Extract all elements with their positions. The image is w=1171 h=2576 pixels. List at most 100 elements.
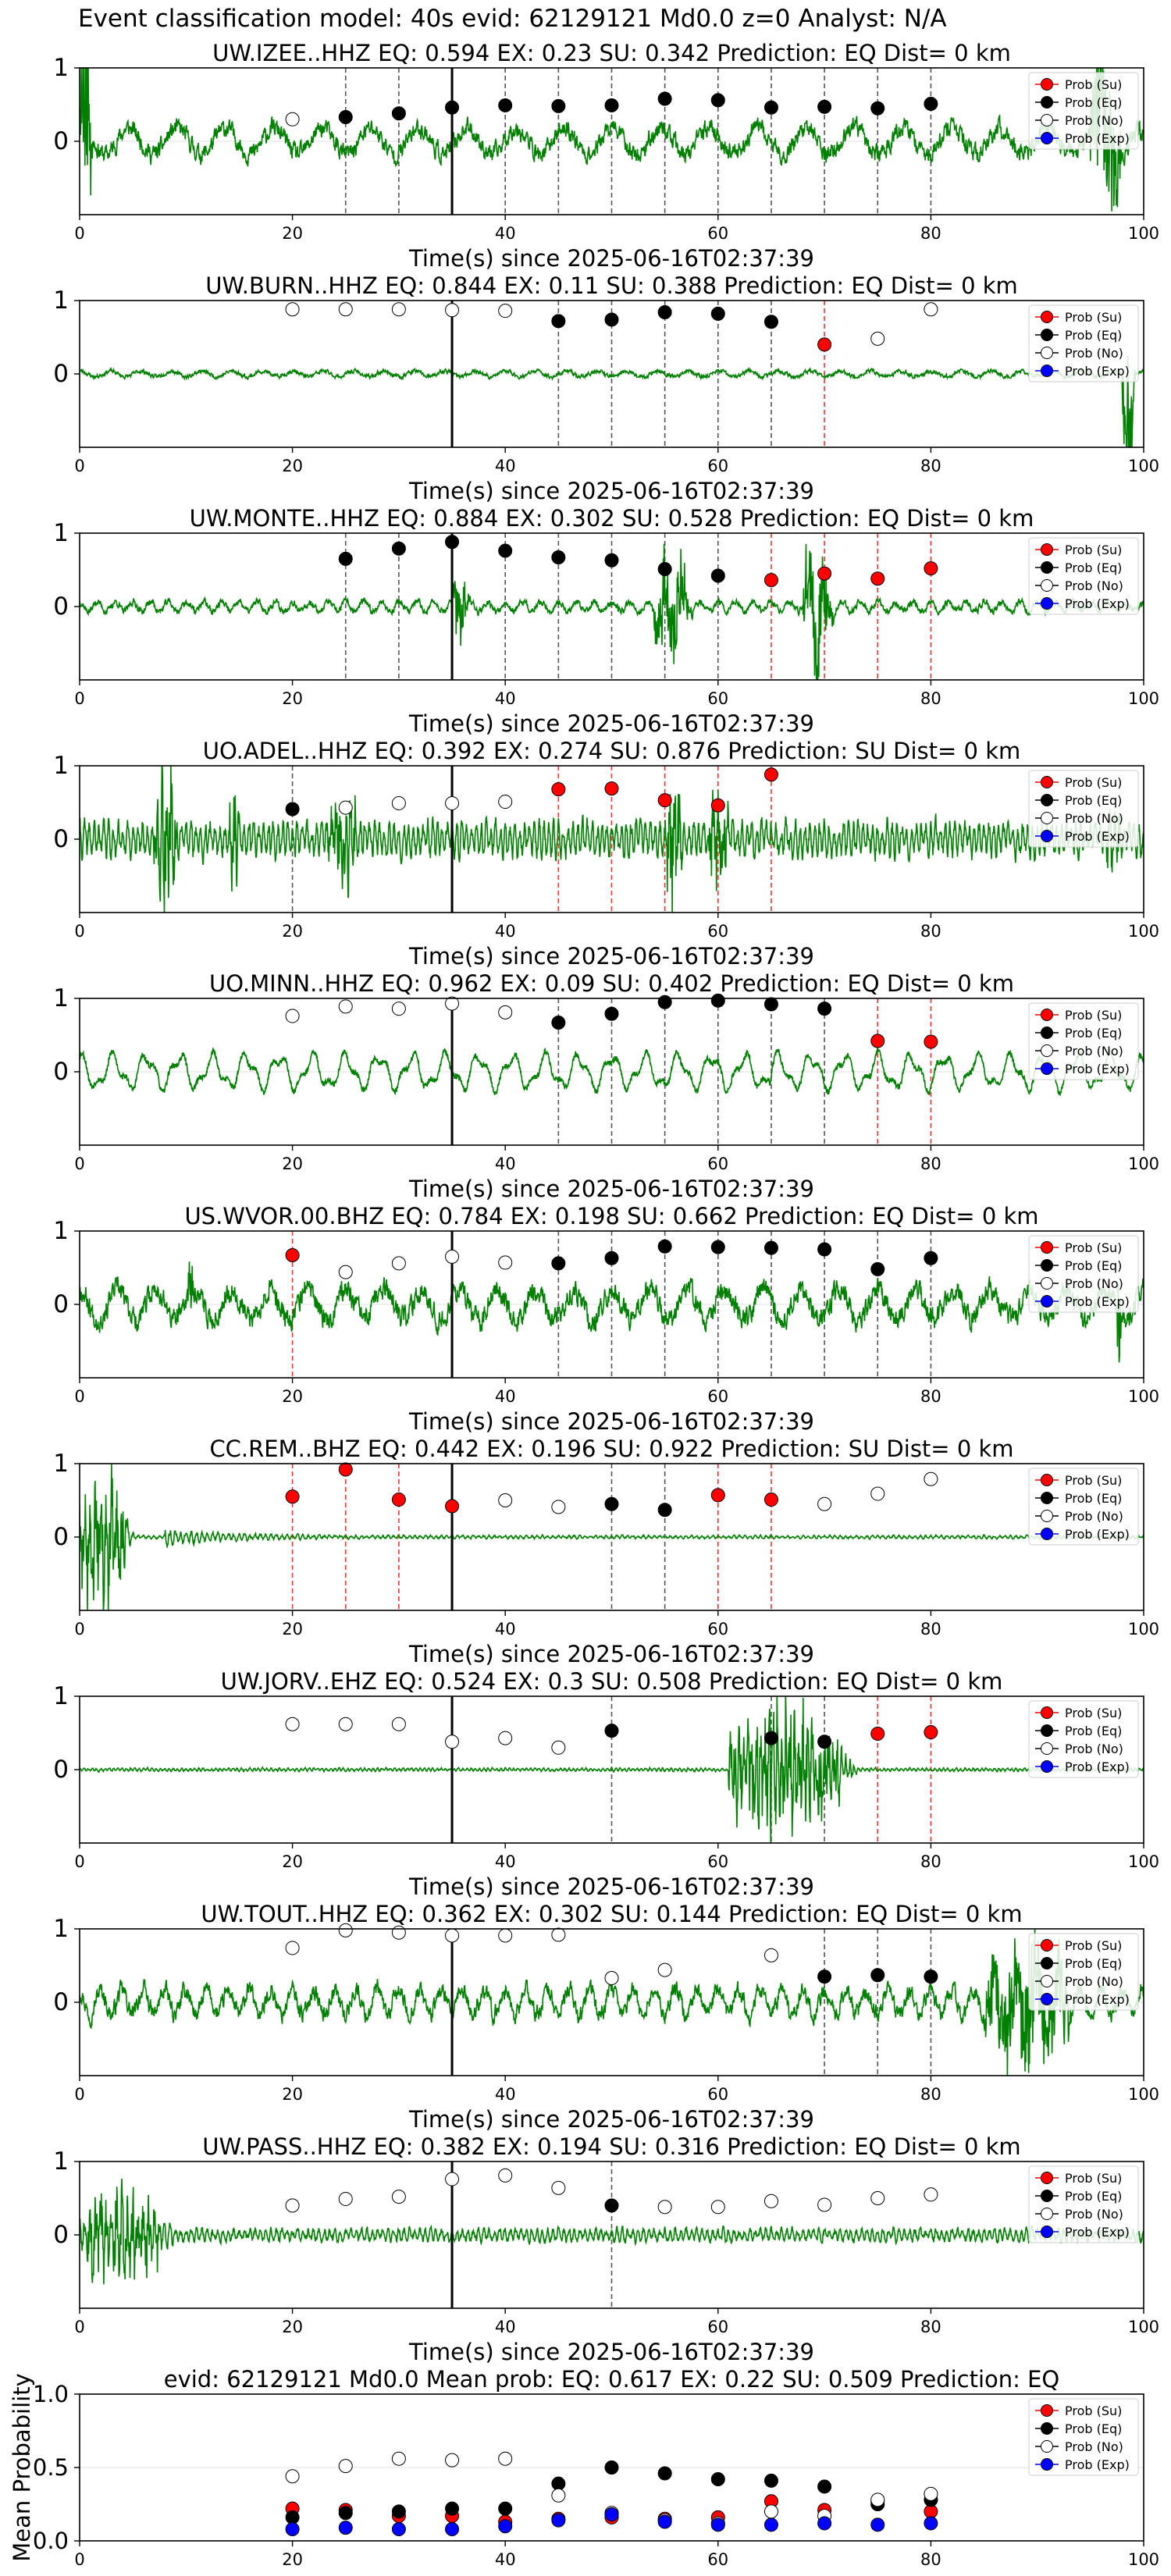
mean-prob-point-eq: [391, 2504, 406, 2519]
legend-label: Prob (Exp): [1065, 829, 1130, 844]
legend-marker-eq: [1041, 794, 1053, 806]
mean-prob-point-su: [924, 2504, 938, 2519]
x-tick-label: 40: [495, 2318, 516, 2336]
legend-box: [1028, 1468, 1139, 1546]
x-tick-label: 20: [282, 224, 303, 243]
subplot-6: 0 20 40 60 80 100 0 1 US.WVOR.00.BHZ EQ: 0.784 E…: [53, 1203, 1159, 1435]
legend-label: Prob (Exp): [1065, 1062, 1130, 1076]
prob-point-eq: [763, 1240, 778, 1255]
prob-point-no: [285, 1941, 300, 1955]
legend-marker-su: [1041, 543, 1053, 556]
legend-label: Prob (Su): [1065, 1938, 1122, 1953]
waveform-trace: [80, 2178, 1144, 2285]
legend-box: [1028, 1002, 1139, 1080]
waveform-trace: [80, 1047, 1144, 1097]
legend: Prob (Su) Prob (Eq) Prob (No) Prob (Exp): [1028, 2398, 1139, 2476]
legend-marker-exp: [1041, 1062, 1053, 1075]
x-tick-label: 0: [74, 1155, 84, 1173]
prob-point-eq: [604, 1251, 619, 1265]
x-tick-label: 80: [920, 922, 941, 941]
prob-point-su: [924, 561, 938, 576]
y-tick-label: 1: [53, 519, 69, 547]
legend-label: Prob (Eq): [1065, 2421, 1122, 2436]
x-tick-label: 100: [1128, 457, 1159, 475]
subplot-title: UW.TOUT..HHZ EQ: 0.362 EX: 0.302 SU: 0.1…: [201, 1901, 1022, 1927]
x-tick-label: 20: [282, 1155, 303, 1173]
x-axis-label: Time(s) since 2025-06-16T02:37:39: [408, 245, 814, 272]
subplot-9: 0 20 40 60 80 100 0 1 UW.TOUT..HHZ EQ: 0.362 EX:…: [53, 1901, 1159, 2133]
x-tick-label: 20: [282, 689, 303, 708]
legend: Prob (Su) Prob (Eq) Prob (No) Prob (Exp): [1028, 2165, 1139, 2243]
y-tick-label: 0: [53, 1058, 69, 1086]
legend: Prob (Su) Prob (Eq) Prob (No) Prob (Exp): [1028, 770, 1139, 848]
prob-point-su: [604, 781, 619, 796]
legend-label: Prob (Exp): [1065, 1759, 1130, 1774]
prob-point-no: [445, 1735, 460, 1749]
x-tick-label: 100: [1128, 2085, 1159, 2104]
prob-point-no: [498, 304, 513, 318]
prob-point-no: [338, 1923, 353, 1937]
legend-marker-no: [1041, 812, 1053, 824]
y-tick-label: 1: [53, 984, 69, 1012]
prob-point-eq: [657, 1239, 672, 1254]
legend-label: Prob (Eq): [1065, 793, 1122, 808]
prob-point-su: [391, 1493, 406, 1507]
prob-point-no: [391, 1717, 406, 1731]
prob-point-eq: [445, 535, 460, 550]
prob-point-no: [285, 112, 300, 126]
x-axis-label: Time(s) since 2025-06-16T02:37:39: [408, 943, 814, 970]
mean-prob-point-eq: [498, 2501, 513, 2516]
x-tick-label: 80: [920, 1620, 941, 1638]
waveform-trace: [80, 1696, 1144, 1843]
subplot-5: 0 20 40 60 80 100 0 1 UO.MINN..HHZ EQ: 0.962 EX:…: [53, 970, 1159, 1202]
prob-point-su: [338, 1462, 353, 1477]
legend-box: [1028, 304, 1139, 382]
subplot-11: 0 20 40 60 80 100 0.0 0.5 1.0 evid: 62129121 Md0.…: [9, 2366, 1159, 2569]
subplot-title: evid: 62129121 Md0.0 Mean prob: EQ: 0.61…: [164, 2366, 1060, 2393]
x-tick-label: 0: [74, 1387, 84, 1406]
legend-marker-su: [1041, 78, 1053, 91]
subplot-title: UW.MONTE..HHZ EQ: 0.884 EX: 0.302 SU: 0.…: [190, 505, 1034, 532]
legend-label: Prob (Exp): [1065, 1527, 1130, 1542]
x-tick-label: 100: [1128, 2550, 1159, 2569]
x-tick-label: 20: [282, 457, 303, 475]
legend-marker-exp: [1041, 1993, 1053, 2005]
legend-label: Prob (Exp): [1065, 131, 1130, 146]
mean-prob-point-eq: [817, 2479, 832, 2494]
x-tick-label: 80: [920, 2550, 941, 2569]
subplot-10: 0 20 40 60 80 100 0 1 UW.PASS..HHZ EQ: 0.382 EX:…: [53, 2133, 1159, 2365]
prob-point-eq: [551, 1256, 566, 1271]
figure-title: Event classification model: 40s evid: 62…: [78, 5, 947, 33]
legend-marker-su: [1041, 311, 1053, 323]
mean-prob-point-eq: [657, 2466, 672, 2481]
y-tick-label: 1.0: [33, 2381, 69, 2407]
mean-prob-point-exp: [817, 2516, 832, 2531]
subplot-2: 0 20 40 60 80 100 0 1 UW.BURN..HHZ EQ: 0.844 EX:…: [53, 272, 1159, 504]
mean-prob-point-exp: [498, 2519, 513, 2534]
legend-marker-exp: [1041, 1528, 1053, 1540]
waveform-trace: [80, 355, 1144, 447]
prob-point-su: [551, 782, 566, 797]
mean-prob-point-exp: [710, 2517, 725, 2532]
x-tick-label: 60: [707, 1155, 728, 1173]
x-tick-label: 80: [920, 457, 941, 475]
prob-point-no: [391, 2190, 406, 2204]
legend-label: Prob (No): [1065, 113, 1123, 128]
legend-label: Prob (Eq): [1065, 95, 1122, 110]
x-tick-label: 60: [707, 224, 728, 243]
mean-prob-point-no: [924, 2486, 938, 2501]
x-tick-label: 0: [74, 457, 84, 475]
x-axis-label: Time(s) since 2025-06-16T02:37:39: [408, 1408, 814, 1435]
mean-prob-point-no: [391, 2451, 406, 2466]
legend: Prob (Su) Prob (Eq) Prob (No) Prob (Exp): [1028, 304, 1139, 382]
legend-marker-no: [1041, 1277, 1053, 1290]
prob-point-no: [338, 302, 353, 317]
legend-label: Prob (No): [1065, 1044, 1123, 1059]
x-tick-label: 20: [282, 2085, 303, 2104]
subplot-4: 0 20 40 60 80 100 0 1 UO.ADEL..HHZ EQ: 0.392 EX:…: [53, 738, 1159, 970]
x-tick-label: 20: [282, 2550, 303, 2569]
prob-point-no: [338, 1717, 353, 1731]
prob-point-eq: [763, 1731, 778, 1745]
legend-label: Prob (Su): [1065, 2171, 1122, 2186]
subplot-title: UW.JORV..EHZ EQ: 0.524 EX: 0.3 SU: 0.508…: [221, 1668, 1003, 1695]
